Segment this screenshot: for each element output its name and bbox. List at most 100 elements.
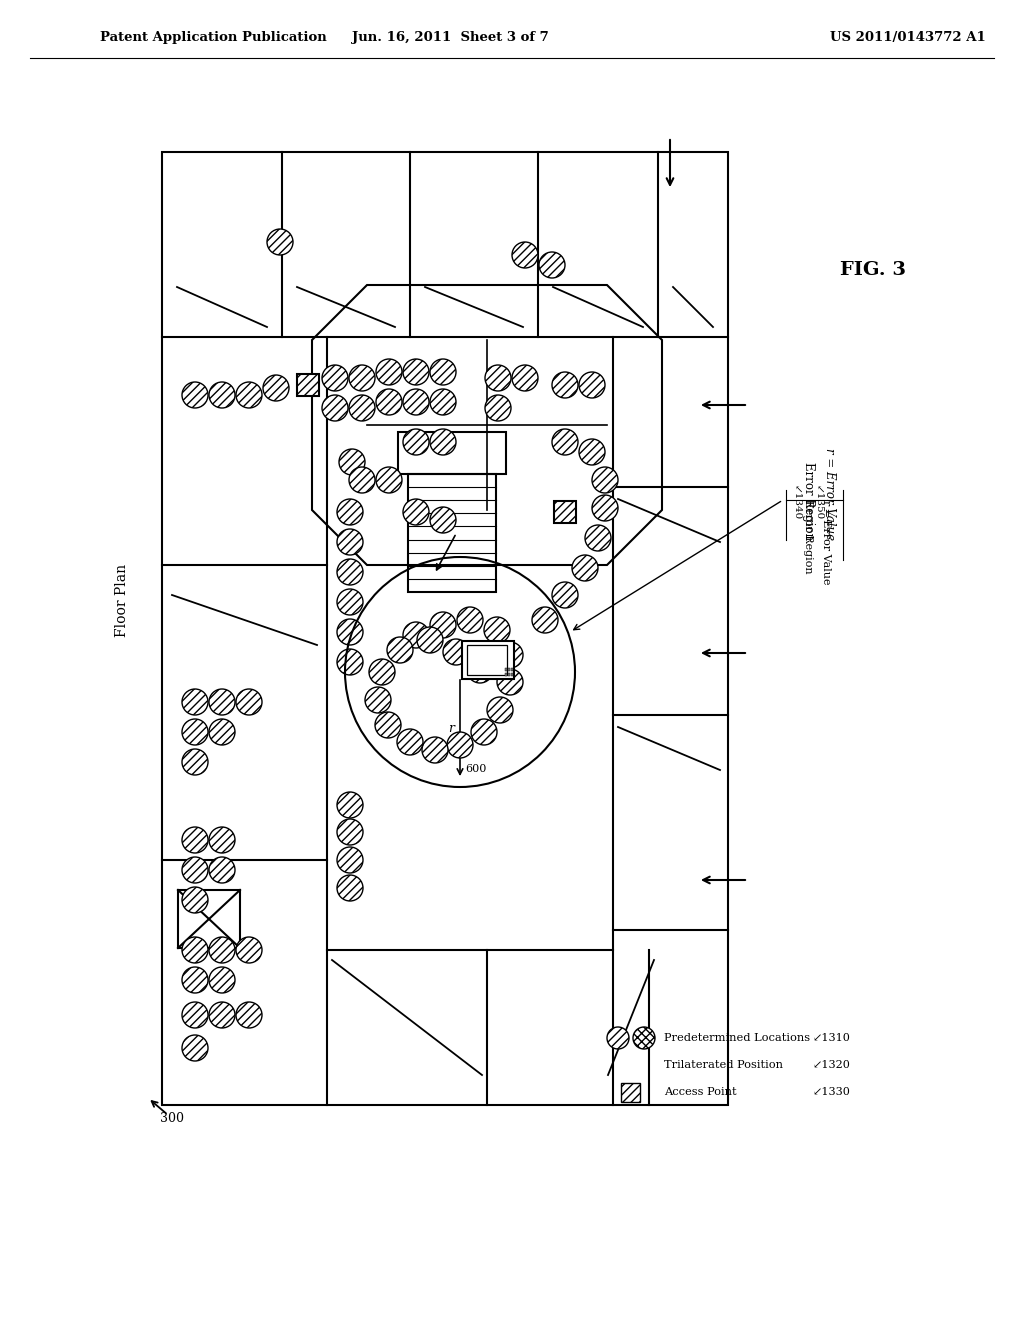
Circle shape [422, 737, 449, 763]
Text: ↙1330: ↙1330 [812, 1086, 850, 1097]
Circle shape [339, 449, 365, 475]
Circle shape [376, 467, 402, 492]
Circle shape [349, 366, 375, 391]
Circle shape [375, 711, 401, 738]
Text: ↙1350: ↙1350 [813, 484, 822, 520]
Circle shape [337, 499, 362, 525]
Circle shape [349, 395, 375, 421]
Circle shape [236, 937, 262, 964]
Circle shape [365, 686, 391, 713]
Circle shape [263, 375, 289, 401]
Circle shape [369, 659, 395, 685]
Circle shape [633, 1027, 655, 1049]
Text: Predetermined Locations: Predetermined Locations [664, 1034, 810, 1043]
Circle shape [182, 857, 208, 883]
Text: US 2011/0143772 A1: US 2011/0143772 A1 [830, 30, 986, 44]
Circle shape [337, 619, 362, 645]
Circle shape [376, 359, 402, 385]
Circle shape [430, 429, 456, 455]
Circle shape [403, 359, 429, 385]
Circle shape [209, 381, 234, 408]
Text: Trilaterated Position: Trilaterated Position [664, 1060, 783, 1071]
Circle shape [485, 395, 511, 421]
Circle shape [337, 649, 362, 675]
Text: ↙1310: ↙1310 [812, 1034, 850, 1043]
Bar [408, 474, 496, 591]
Circle shape [552, 582, 578, 609]
Circle shape [532, 607, 558, 634]
Circle shape [182, 1002, 208, 1028]
Circle shape [337, 847, 362, 873]
Text: Error Region: Error Region [802, 462, 814, 540]
Circle shape [337, 792, 362, 818]
Circle shape [182, 748, 208, 775]
Circle shape [430, 389, 456, 414]
Circle shape [430, 359, 456, 385]
Text: Jun. 16, 2011  Sheet 3 of 7: Jun. 16, 2011 Sheet 3 of 7 [351, 30, 549, 44]
Bar [508, 673, 510, 676]
Circle shape [337, 558, 362, 585]
Circle shape [497, 669, 523, 696]
Circle shape [484, 616, 510, 643]
Circle shape [497, 642, 523, 668]
Circle shape [182, 828, 208, 853]
Text: 600: 600 [465, 764, 486, 774]
Text: FIG. 3: FIG. 3 [840, 261, 906, 279]
Circle shape [209, 937, 234, 964]
Bar [467, 645, 507, 675]
Circle shape [182, 689, 208, 715]
Circle shape [607, 1027, 629, 1049]
Circle shape [209, 968, 234, 993]
Bar [462, 642, 514, 678]
Bar [505, 673, 507, 676]
Circle shape [572, 554, 598, 581]
Circle shape [552, 372, 578, 399]
Circle shape [236, 689, 262, 715]
Circle shape [337, 529, 362, 554]
Text: Patent Application Publication: Patent Application Publication [100, 30, 327, 44]
Circle shape [209, 828, 234, 853]
Text: ↙1340: ↙1340 [792, 484, 801, 520]
Circle shape [236, 381, 262, 408]
Circle shape [585, 525, 611, 550]
Circle shape [337, 818, 362, 845]
Circle shape [403, 429, 429, 455]
Text: 300: 300 [160, 1111, 184, 1125]
Bar [508, 668, 510, 671]
Circle shape [182, 381, 208, 408]
Bar [511, 668, 513, 671]
Circle shape [349, 467, 375, 492]
Circle shape [397, 729, 423, 755]
Circle shape [592, 467, 618, 492]
Bar [621, 1082, 640, 1101]
Circle shape [387, 638, 413, 663]
Circle shape [467, 657, 493, 682]
Circle shape [552, 429, 578, 455]
Circle shape [430, 612, 456, 638]
Circle shape [182, 968, 208, 993]
Circle shape [430, 507, 456, 533]
Circle shape [267, 228, 293, 255]
Circle shape [403, 622, 429, 648]
Circle shape [539, 252, 565, 279]
Bar [178, 890, 240, 948]
Circle shape [182, 887, 208, 913]
Circle shape [485, 366, 511, 391]
Bar [505, 668, 507, 671]
Circle shape [592, 495, 618, 521]
Circle shape [337, 875, 362, 902]
Circle shape [236, 1002, 262, 1028]
Circle shape [487, 697, 513, 723]
Text: r: r [449, 722, 454, 735]
Circle shape [512, 366, 538, 391]
Circle shape [471, 719, 497, 744]
Bar [554, 502, 575, 523]
Bar [398, 432, 506, 474]
Circle shape [209, 689, 234, 715]
Circle shape [403, 389, 429, 414]
Circle shape [209, 857, 234, 883]
Bar [162, 152, 728, 1105]
Text: ↙1320: ↙1320 [812, 1060, 850, 1071]
Circle shape [376, 389, 402, 414]
Circle shape [457, 607, 483, 634]
